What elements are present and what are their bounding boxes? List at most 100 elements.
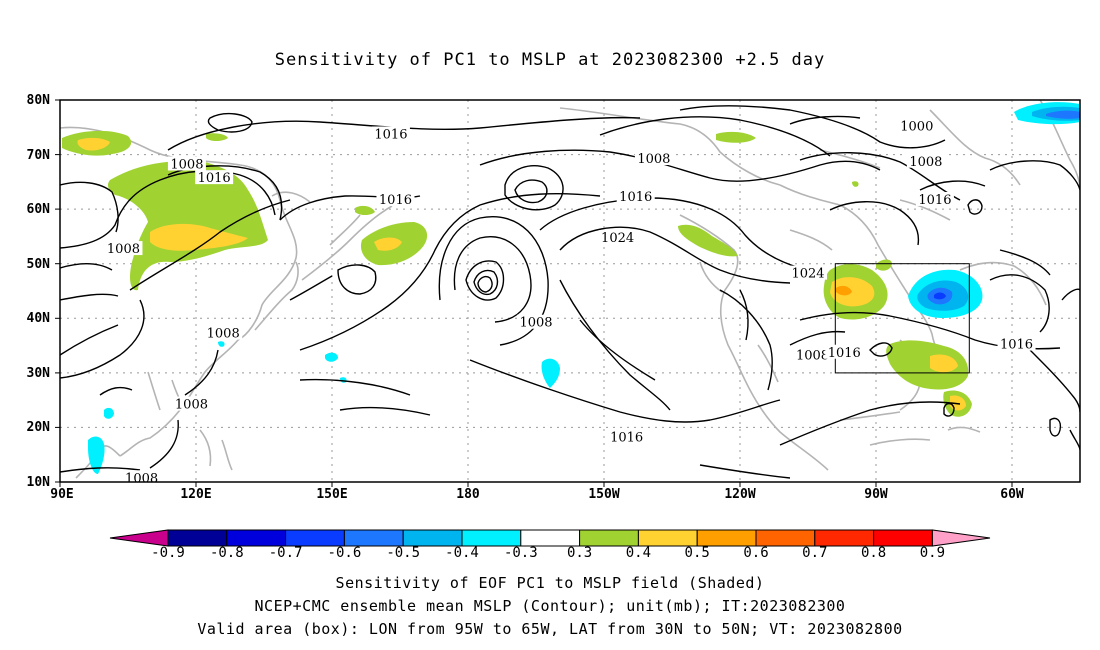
- contour-label-bg: [616, 189, 655, 204]
- lon-label-90w: 90W: [864, 487, 888, 502]
- lon-label-120e: 120E: [180, 487, 211, 502]
- contour-label: 1016: [828, 346, 861, 361]
- contour-label: 1024: [601, 231, 634, 246]
- colorbar-label: -0.7: [269, 545, 303, 561]
- contour-label-bg: [122, 470, 161, 482]
- colorbar-label: 0.5: [685, 545, 710, 561]
- contour-label-bg: [195, 170, 234, 185]
- colorbar-label: -0.5: [386, 545, 420, 561]
- lat-label-80n: 80N: [27, 93, 51, 108]
- plot-frame: [59, 99, 1081, 483]
- lat-label-10n: 10N: [27, 475, 51, 490]
- colorbar-label: -0.4: [445, 545, 479, 561]
- colorbar-label: 0.4: [626, 545, 651, 561]
- lon-label-180: 180: [456, 487, 480, 502]
- contour-label-bg: [371, 126, 410, 141]
- caption-line-2: NCEP+CMC ensemble mean MSLP (Contour); u…: [254, 597, 846, 615]
- colorbar-label: -0.8: [210, 545, 244, 561]
- contour-label: 1016: [379, 193, 412, 208]
- colorbar-swatch: [873, 529, 933, 547]
- contour-label-bg: [897, 118, 936, 133]
- colorbar-high-end: [931, 529, 991, 547]
- valid-area-box: [834, 263, 970, 374]
- colorbar-label: -0.9: [151, 545, 185, 561]
- axis-ticks: [55, 99, 1013, 487]
- sensitivity-shading: [62, 102, 1080, 474]
- contour-label-bg: [376, 191, 415, 206]
- contour-label-bg: [172, 396, 211, 411]
- map-title: Sensitivity of PC1 to MSLP at 2023082300…: [274, 50, 826, 70]
- colorbar-label: 0.7: [802, 545, 827, 561]
- contour-label: 1016: [374, 127, 407, 142]
- colorbar-label: 0.8: [861, 545, 886, 561]
- lon-label-150w: 150W: [588, 487, 619, 502]
- lat-label-40n: 40N: [27, 311, 51, 326]
- contour-label: 1016: [198, 171, 231, 186]
- colorbar-swatch: [285, 529, 345, 547]
- colorbar-label: 0.3: [567, 545, 592, 561]
- contour-label: 1008: [909, 155, 942, 170]
- latitude-labels: 80N 70N 60N 50N 40N 30N 20N 10N: [27, 93, 51, 490]
- colorbar-label: -0.6: [328, 545, 362, 561]
- contour-label-bg: [204, 325, 243, 340]
- mslp-contours: [60, 105, 1080, 479]
- colorbar-swatch: [814, 529, 875, 547]
- contour-label-bg: [634, 151, 673, 166]
- lat-label-70n: 70N: [27, 148, 51, 163]
- colorbar-labels: -0.9 -0.8 -0.7 -0.6 -0.5 -0.4 -0.3 0.3 0.4 0.5 0.6…: [151, 545, 945, 561]
- lat-label-20n: 20N: [27, 420, 51, 435]
- contour-label: 1008: [207, 327, 240, 342]
- contour-label-bg: [906, 153, 945, 168]
- contour-label-bg: [607, 429, 646, 444]
- colorbar-swatch: [402, 529, 463, 547]
- contour-label: 1000: [900, 119, 933, 134]
- contour-label-bg: [789, 265, 827, 280]
- contour-label: 1008: [170, 157, 203, 172]
- contour-label: 1008: [637, 152, 670, 167]
- contour-label: 1016: [1000, 338, 1033, 353]
- contour-label-bg: [997, 336, 1036, 351]
- colorbar-swatch: [520, 529, 581, 547]
- caption-line-3: Valid area (box): LON from 95W to 65W, L…: [197, 620, 903, 638]
- caption-line-1: Sensitivity of EOF PC1 to MSLP field (Sh…: [335, 574, 765, 592]
- colorbar-swatch: [461, 529, 522, 547]
- lon-label-60w: 60W: [1000, 487, 1024, 502]
- colorbar-swatch: [343, 529, 404, 547]
- contour-label-bg: [167, 156, 206, 171]
- contour-label: 1008: [107, 242, 140, 257]
- colorbar-swatch: [579, 529, 639, 547]
- colorbar-swatch: [167, 529, 228, 547]
- contour-label: 1008: [796, 348, 829, 363]
- lon-label-120w: 120W: [724, 487, 755, 502]
- contour-label: 1016: [619, 190, 652, 205]
- colorbar-label: 0.6: [743, 545, 768, 561]
- contour-label: 1008: [175, 398, 208, 413]
- contour-label: 1016: [918, 193, 951, 208]
- colorbar-swatch: [637, 529, 698, 547]
- contour-label-bg: [915, 191, 954, 206]
- contour-label-bg: [104, 241, 143, 256]
- longitude-labels: 90E 120E 150E 180 150W 120W 90W 60W: [50, 487, 1024, 502]
- lat-label-50n: 50N: [27, 257, 51, 272]
- contour-label-bg: [517, 314, 555, 329]
- contour-label: 1008: [125, 471, 158, 486]
- contour-label: 1024: [791, 267, 824, 282]
- contour-label: 1016: [610, 430, 643, 445]
- contour-label: 1008: [519, 316, 552, 331]
- colorbar: [109, 529, 991, 547]
- colorbar-low-end: [109, 529, 169, 547]
- lat-label-30n: 30N: [27, 366, 51, 381]
- contour-label-bg: [825, 344, 864, 359]
- colorbar-swatch: [755, 529, 816, 547]
- lon-label-90e: 90E: [50, 487, 73, 502]
- contour-label-bg: [793, 347, 832, 362]
- colorbar-swatch: [226, 529, 287, 547]
- lon-label-150e: 150E: [316, 487, 347, 502]
- colorbar-label: -0.3: [504, 545, 538, 561]
- lat-label-60n: 60N: [27, 202, 51, 217]
- contour-label-bg: [598, 230, 637, 245]
- colorbar-label: 0.9: [920, 545, 945, 561]
- colorbar-swatch: [696, 529, 757, 547]
- contour-labels: 1016101610161008100810081008100810081016…: [104, 118, 1036, 486]
